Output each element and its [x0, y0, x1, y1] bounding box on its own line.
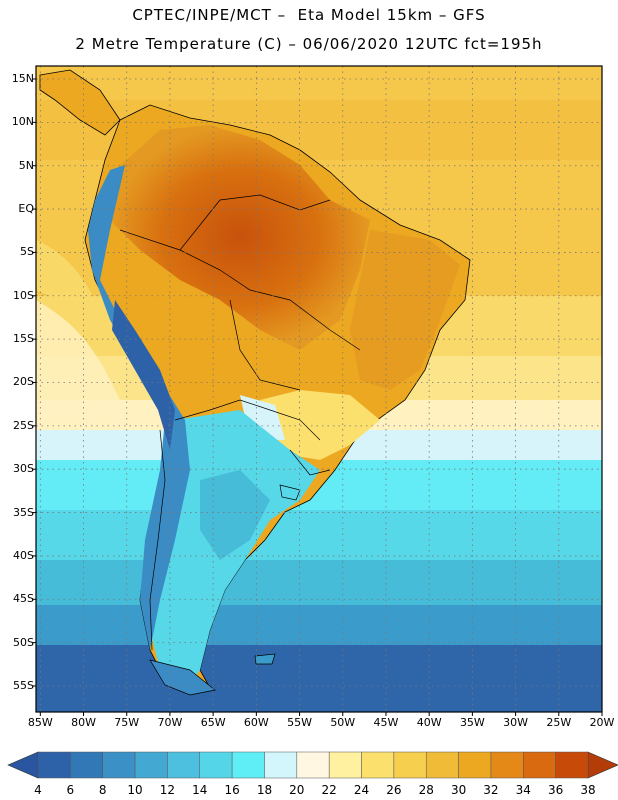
lon-label: 85W	[27, 716, 53, 729]
lon-label: 50W	[330, 716, 356, 729]
colorbar-label: 32	[483, 783, 499, 797]
colorbar-label: 6	[66, 783, 75, 797]
southeast-mild-zone	[260, 390, 380, 460]
lat-label: 50S	[13, 635, 34, 649]
colorbar	[7, 751, 618, 779]
colorbar-label: 24	[353, 783, 370, 797]
colorbar-swatch	[393, 751, 427, 779]
colorbar-label: 10	[127, 783, 143, 797]
lat-label: 10S	[13, 288, 34, 302]
colorbar-swatch	[264, 751, 298, 779]
lon-label: 25W	[546, 716, 572, 729]
colorbar-label: 18	[256, 783, 273, 797]
lat-label: 30S	[13, 462, 34, 476]
ocean-band-6	[36, 645, 602, 712]
colorbar-swatch	[70, 751, 103, 779]
lat-label: 15N	[11, 72, 34, 85]
patagonia-cold-zone	[200, 470, 270, 560]
colorbar-label: 36	[548, 783, 564, 797]
colorbar-label: 38	[580, 783, 596, 797]
colorbar-label: 16	[224, 783, 240, 797]
lake-outline	[279, 484, 301, 501]
lon-label: 20W	[589, 716, 615, 729]
colorbar-label: 34	[515, 783, 531, 797]
lat-label: EQ	[18, 202, 34, 216]
pacific-coastal-band	[36, 240, 95, 300]
falkland-islands	[254, 653, 276, 665]
colorbar-swatch	[523, 751, 556, 779]
colorbar-swatch	[361, 751, 395, 779]
colorbar-swatch	[37, 751, 71, 779]
map-frame	[35, 65, 603, 713]
colorbar-label: 8	[98, 783, 107, 797]
central-america-land	[39, 69, 121, 136]
lon-label: 55W	[287, 716, 312, 729]
lat-label: 35S	[13, 505, 34, 519]
colorbar-label: 4	[34, 783, 42, 797]
ocean-band-12	[36, 560, 602, 605]
colorbar-swatch	[134, 751, 168, 779]
lon-label: 60W	[243, 716, 269, 729]
ocean-band-10	[36, 605, 602, 645]
lon-label: 80W	[71, 716, 96, 729]
colorbar-label: 26	[386, 783, 402, 797]
border-uruguay	[289, 449, 331, 476]
colorbar-over-arrow	[587, 751, 618, 779]
colorbar-label: 28	[418, 783, 434, 797]
border-bolivia	[229, 299, 301, 391]
lon-label: 35W	[459, 716, 485, 729]
map-title-line1: CPTEC/INPE/MCT – Eta Model 15km – GFS	[132, 6, 486, 24]
lat-label: 40S	[13, 548, 34, 562]
tierra-del-fuego	[149, 659, 216, 696]
amazon-hot-zone	[110, 125, 370, 350]
lon-label: 30W	[503, 716, 529, 729]
map-title-line2: 2 Metre Temperature (C) – 06/06/2020 12U…	[75, 35, 543, 53]
andes-cold-strip	[88, 165, 190, 650]
border-colombia-venezuela-brazil	[179, 194, 331, 251]
country-borders	[119, 194, 361, 651]
lat-label: 15S	[13, 332, 34, 346]
lon-label: 45W	[373, 716, 399, 729]
colorbar-swatch	[231, 751, 265, 779]
altiplano-cold-zone	[112, 300, 175, 450]
colorbar-swatch	[555, 751, 589, 779]
colorbar-swatch	[199, 751, 233, 779]
lat-label: 5S	[20, 245, 34, 259]
colorbar-label: 14	[192, 783, 208, 797]
border-chile-argentina	[149, 429, 166, 651]
colorbar-label: 20	[289, 783, 305, 797]
lon-label: 70W	[157, 716, 183, 729]
colorbar-label: 12	[159, 783, 176, 797]
axis-ticks	[32, 78, 603, 716]
colorbar-swatch	[167, 751, 201, 779]
colorbar-swatch	[328, 751, 362, 779]
graticule	[36, 66, 603, 712]
northeast-brazil-warm	[350, 230, 460, 390]
humboldt-current-cool	[36, 300, 130, 420]
lon-label: 40W	[416, 716, 442, 729]
lat-label: 55S	[13, 678, 34, 692]
colorbar-swatch	[102, 751, 136, 779]
lon-label: 75W	[114, 716, 140, 729]
colorbar-swatch	[425, 751, 459, 779]
colorbar-under-arrow	[7, 751, 39, 779]
colorbar-swatch	[490, 751, 524, 779]
lat-label: 20S	[13, 375, 34, 389]
colorbar-label: 30	[450, 783, 467, 797]
temperature-field	[36, 66, 602, 712]
lat-label: 5N	[18, 158, 34, 172]
colorbar-label: 22	[321, 783, 337, 797]
colorbar-swatch	[458, 751, 492, 779]
colorbar-swatch	[296, 751, 330, 779]
ocean-band-16	[36, 510, 602, 560]
lat-label: 45S	[13, 592, 34, 606]
lat-label: 10N	[11, 115, 34, 129]
lon-label: 65W	[200, 716, 226, 729]
border-argentina-north	[174, 399, 321, 441]
lat-label: 25S	[13, 418, 34, 432]
